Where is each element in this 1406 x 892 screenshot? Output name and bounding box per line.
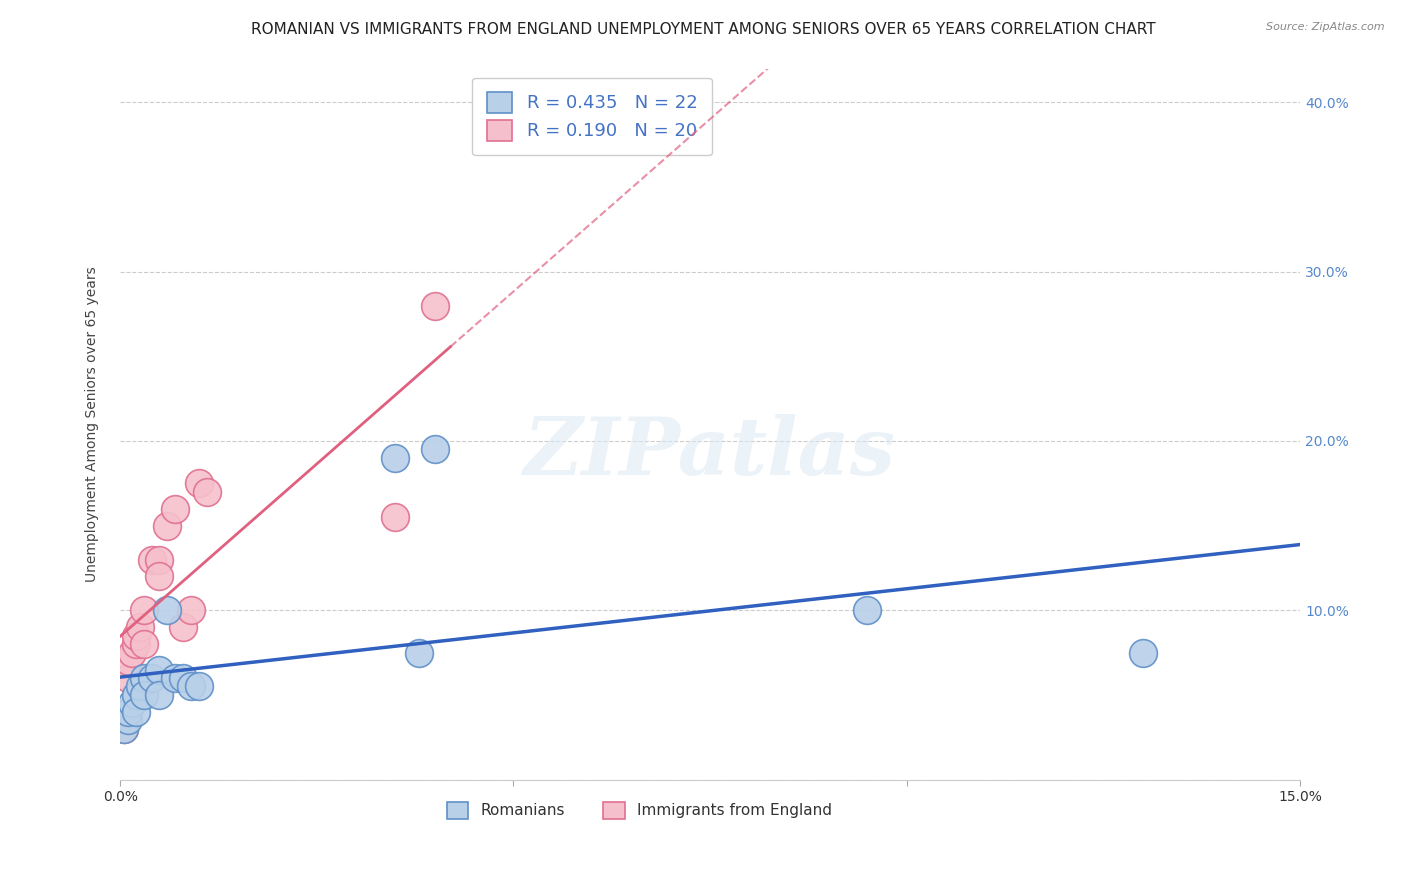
Point [125,705,148,719]
Point [128,620,150,634]
Point [423,299,446,313]
Point [148,663,170,677]
Point [125,688,148,702]
Point [121,646,143,660]
Point [165,671,187,685]
Point [112,722,135,736]
Point [121,697,143,711]
Point [156,603,179,617]
Point [180,680,202,694]
Point [125,629,148,643]
Point [187,680,209,694]
Y-axis label: Unemployment Among Seniors over 65 years: Unemployment Among Seniors over 65 years [86,266,100,582]
Point [384,450,406,465]
Point [148,552,170,566]
Point [187,476,209,491]
Point [128,680,150,694]
Point [117,714,139,728]
Point [1132,646,1154,660]
Point [132,688,155,702]
Point [141,671,163,685]
Point [141,552,163,566]
Point [117,671,139,685]
Point [172,671,194,685]
Point [423,442,446,457]
Point [125,637,148,651]
Point [117,654,139,668]
Legend: Romanians, Immigrants from England: Romanians, Immigrants from England [440,796,838,825]
Point [408,646,430,660]
Text: ROMANIAN VS IMMIGRANTS FROM ENGLAND UNEMPLOYMENT AMONG SENIORS OVER 65 YEARS COR: ROMANIAN VS IMMIGRANTS FROM ENGLAND UNEM… [250,22,1156,37]
Point [132,671,155,685]
Point [112,722,135,736]
Point [148,569,170,583]
Text: ZIPatlas: ZIPatlas [524,414,896,491]
Point [132,603,155,617]
Point [384,510,406,524]
Point [148,688,170,702]
Point [165,501,187,516]
Text: Source: ZipAtlas.com: Source: ZipAtlas.com [1267,22,1385,32]
Point [156,518,179,533]
Point [195,484,218,499]
Point [856,603,879,617]
Point [172,620,194,634]
Point [117,705,139,719]
Point [180,603,202,617]
Point [132,637,155,651]
